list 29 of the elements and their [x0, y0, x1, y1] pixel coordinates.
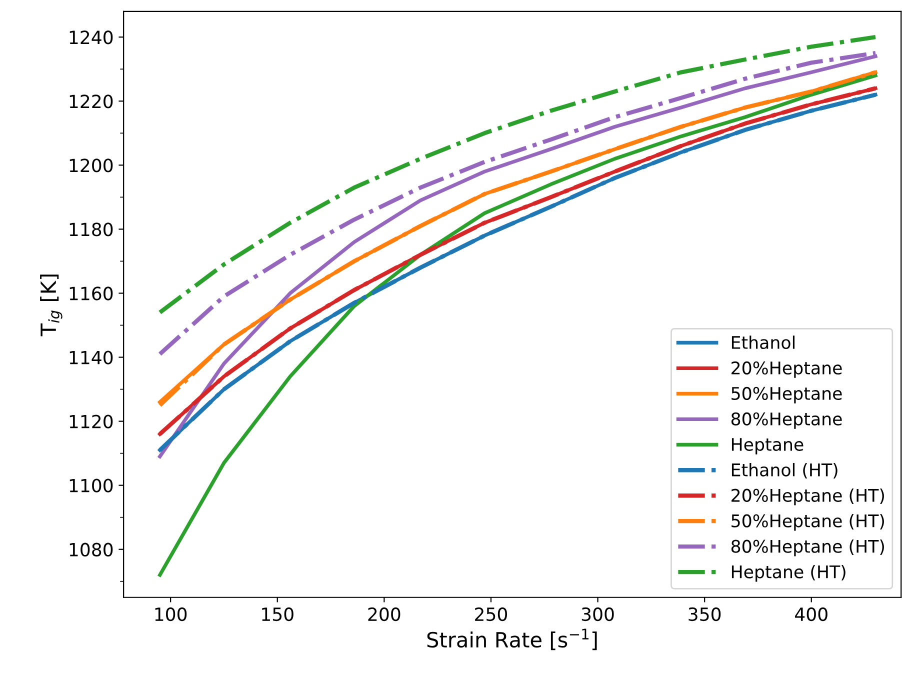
x-tick-label: 250 — [475, 607, 508, 622]
x-tick-label: 350 — [688, 607, 721, 622]
legend-label: 80%Heptane (HT) — [731, 539, 884, 556]
x-tick-label: 150 — [262, 607, 294, 622]
y-tick-label: 1080 — [70, 542, 113, 556]
y-tick-label: 1100 — [70, 478, 113, 492]
x-axis-title: Strain Rate [s$^{−1}$] — [427, 628, 597, 650]
y-tick-label: 1180 — [70, 222, 113, 236]
x-tick-label: 300 — [582, 607, 614, 622]
y-tick-label: 1220 — [70, 94, 113, 108]
line-series — [158, 35, 878, 315]
legend-label: Ethanol (HT) — [732, 463, 838, 478]
legend-label: 20%Heptane — [732, 361, 842, 378]
y-tick-label: 1200 — [70, 158, 113, 172]
legend-label: 50%Heptane — [732, 386, 842, 404]
y-tick-label: 1240 — [70, 30, 113, 44]
legend-label: 50%Heptane (HT) — [732, 514, 884, 531]
x-tick-label: 200 — [368, 607, 400, 622]
legend-label: 80%Heptane — [731, 412, 842, 429]
legend-label: Heptane — [732, 438, 804, 454]
y-tick-label: 1120 — [70, 414, 113, 428]
x-tick-label: 400 — [795, 607, 828, 622]
legend-label: Ethanol — [732, 336, 795, 350]
y-tick-label: 1160 — [70, 286, 113, 300]
legend-label: Heptane (HT) — [732, 564, 846, 582]
legend-label: 20%Heptane (HT) — [732, 488, 884, 506]
y-axis-title: T$_{ig}$ [K] — [40, 274, 62, 336]
y-tick-label: 1140 — [70, 350, 113, 364]
x-tick-label: 100 — [155, 607, 187, 622]
